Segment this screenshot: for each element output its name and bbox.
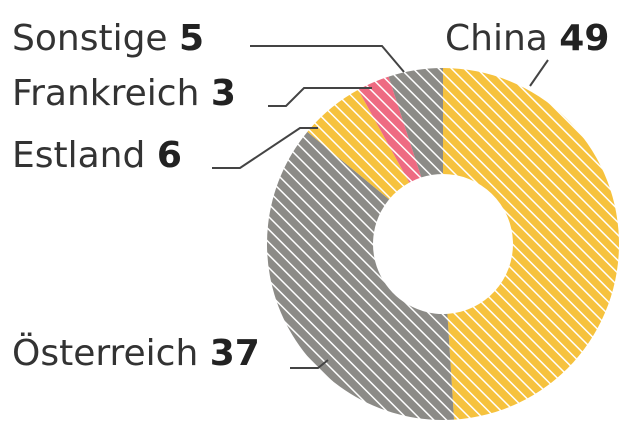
donut-segment [267,131,455,420]
segment-label: Estland 6 [12,135,182,176]
donut-segment [388,68,443,178]
donut-segment [307,89,410,200]
segment-value: 5 [179,18,204,59]
segment-label: Österreich 37 [12,332,260,374]
segment-value: 37 [210,333,260,374]
leader-line [250,45,405,73]
segment-value: 6 [157,135,182,176]
category-name: Estland [12,135,145,176]
category-name: China [445,18,548,59]
segment-value: 49 [559,18,609,59]
category-name: Frankreich [12,73,199,114]
segment-label: Frankreich 3 [12,73,236,114]
category-name: Österreich [12,332,198,374]
segment-value: 3 [211,73,236,114]
leader-line [290,359,329,369]
segment-label: China 49 [445,18,609,59]
leader-line [529,59,549,87]
segment-label: Sonstige 5 [12,18,204,59]
donut-segment [358,76,422,183]
category-name: Sonstige [12,18,168,59]
donut-segment [443,68,619,420]
leader-line [212,127,318,169]
leader-line [268,87,372,107]
